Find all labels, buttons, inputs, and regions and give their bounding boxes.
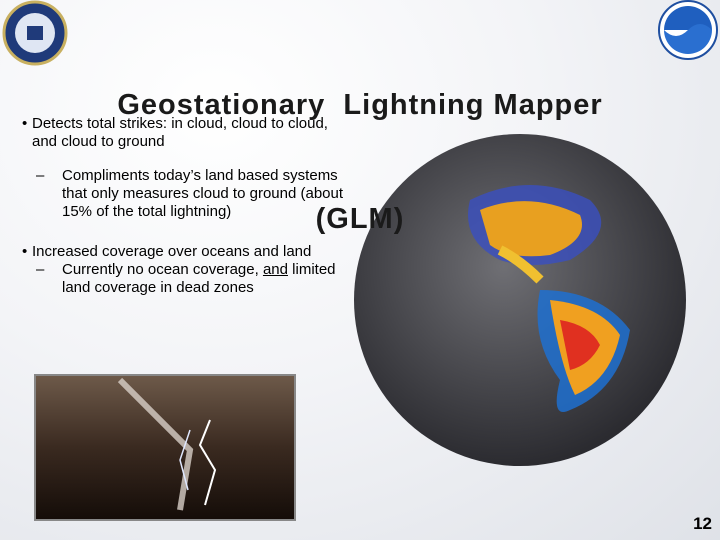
tornado-image [34, 374, 296, 521]
globe-image [354, 134, 686, 466]
sub-bullet: Currently no ocean coverage, and limited… [36, 261, 347, 297]
left-logo [2, 0, 68, 66]
underlined-text: and [262, 261, 288, 278]
text: limited land coverage in dead zones [62, 261, 336, 296]
sub-bullet: Compliments today’s land based systems t… [36, 167, 347, 221]
text: Currently no ocean coverage, [62, 261, 259, 278]
page-number: 12 [693, 514, 712, 533]
noaa-logo [658, 0, 718, 60]
bullet: Increased coverage over oceans and land [22, 243, 347, 261]
bullet: Detects total strikes: in cloud, cloud t… [22, 115, 347, 151]
bullet-list: Detects total strikes: in cloud, cloud t… [22, 115, 347, 297]
text: Compliments today’s land based systems t… [62, 167, 344, 220]
